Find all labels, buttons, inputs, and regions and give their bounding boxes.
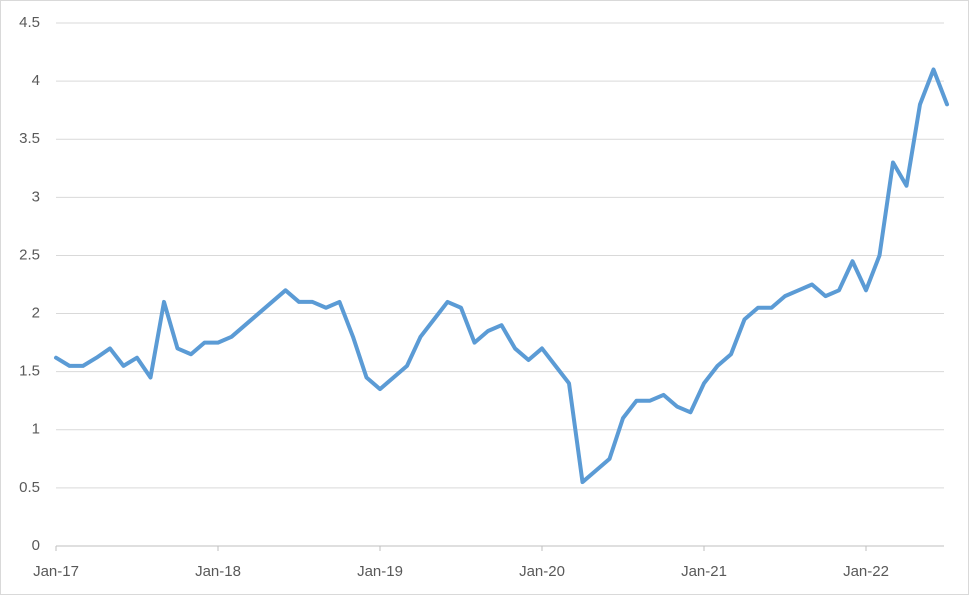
y-tick-label: 3.5 (19, 130, 40, 147)
y-tick-label: 4.5 (19, 14, 40, 31)
y-tick-label: 4 (32, 72, 40, 89)
y-tick-label: 2.5 (19, 246, 40, 263)
x-tick-label: Jan-20 (519, 563, 565, 580)
x-tick-label: Jan-17 (33, 563, 79, 580)
x-tick-label: Jan-18 (195, 563, 241, 580)
y-tick-label: 1 (32, 421, 40, 438)
y-tick-label: 2 (32, 305, 40, 322)
x-tick-label: Jan-19 (357, 563, 403, 580)
y-tick-label: 3 (32, 188, 40, 205)
x-tick-label: Jan-22 (843, 563, 889, 580)
y-tick-label: 1.5 (19, 363, 40, 380)
y-tick-label: 0 (32, 537, 40, 554)
y-tick-label: 0.5 (19, 479, 40, 496)
x-tick-label: Jan-21 (681, 563, 727, 580)
data-line (54, 67, 949, 485)
